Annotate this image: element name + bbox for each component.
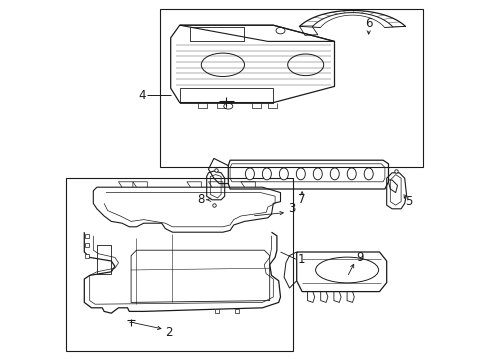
Text: 4: 4 — [138, 89, 145, 102]
Ellipse shape — [364, 168, 372, 180]
Ellipse shape — [275, 27, 285, 34]
Ellipse shape — [245, 168, 254, 180]
Ellipse shape — [279, 168, 288, 180]
Text: 2: 2 — [165, 327, 172, 339]
Text: 3: 3 — [287, 202, 294, 215]
Ellipse shape — [262, 168, 271, 180]
Ellipse shape — [329, 168, 339, 180]
Text: 7: 7 — [298, 193, 305, 206]
Ellipse shape — [287, 54, 323, 76]
Ellipse shape — [201, 53, 244, 77]
Text: 8: 8 — [197, 193, 204, 206]
Bar — [66, 178, 292, 351]
Text: 1: 1 — [297, 253, 305, 266]
Ellipse shape — [313, 168, 322, 180]
Ellipse shape — [296, 168, 305, 180]
Text: 6: 6 — [364, 17, 372, 30]
Ellipse shape — [346, 168, 355, 180]
Bar — [160, 9, 422, 167]
Ellipse shape — [224, 103, 232, 109]
Ellipse shape — [315, 257, 378, 283]
Text: 9: 9 — [355, 251, 363, 264]
Text: 5: 5 — [404, 195, 411, 208]
